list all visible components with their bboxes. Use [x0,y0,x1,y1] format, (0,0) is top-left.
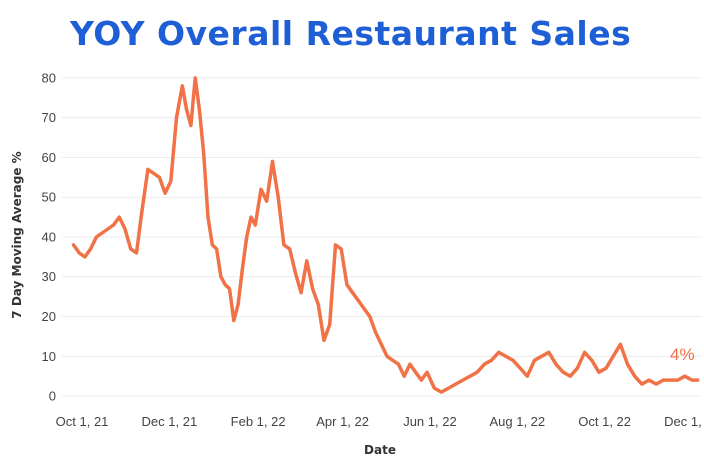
x-tick-label: Dec 1, 22 [664,414,704,429]
y-tick-label: 50 [42,190,56,205]
y-axis-title: 7 Day Moving Average % [10,151,24,318]
y-tick-label: 70 [42,110,56,125]
x-tick-label: Oct 1, 22 [578,414,631,429]
chart-title: YOY Overall Restaurant Sales [70,14,632,53]
grid [62,77,702,397]
y-tick-label: 30 [42,269,56,284]
y-tick-label: 40 [42,229,56,244]
x-tick-label: Jun 1, 22 [403,414,457,429]
series-line [71,76,700,394]
x-tick-label: Feb 1, 22 [231,414,286,429]
y-tick-label: 80 [42,70,56,85]
x-tick-label: Aug 1, 22 [489,414,545,429]
y-tick-label: 60 [42,150,56,165]
y-tick-label: 0 [49,389,56,404]
x-axis-title: Date [364,443,396,457]
x-tick-label: Dec 1, 21 [142,414,198,429]
y-axis-ticks: 0 10 20 30 40 50 60 70 80 [42,70,56,403]
x-axis-ticks: Oct 1, 21 Dec 1, 21 Feb 1, 22 Apr 1, 22 Jun … [56,414,704,429]
x-tick-label: Oct 1, 21 [56,414,109,429]
y-tick-label: 20 [42,309,56,324]
x-tick-label: Apr 1, 22 [316,414,369,429]
end-value-label: 4% [670,345,695,364]
y-tick-label: 10 [42,349,56,364]
